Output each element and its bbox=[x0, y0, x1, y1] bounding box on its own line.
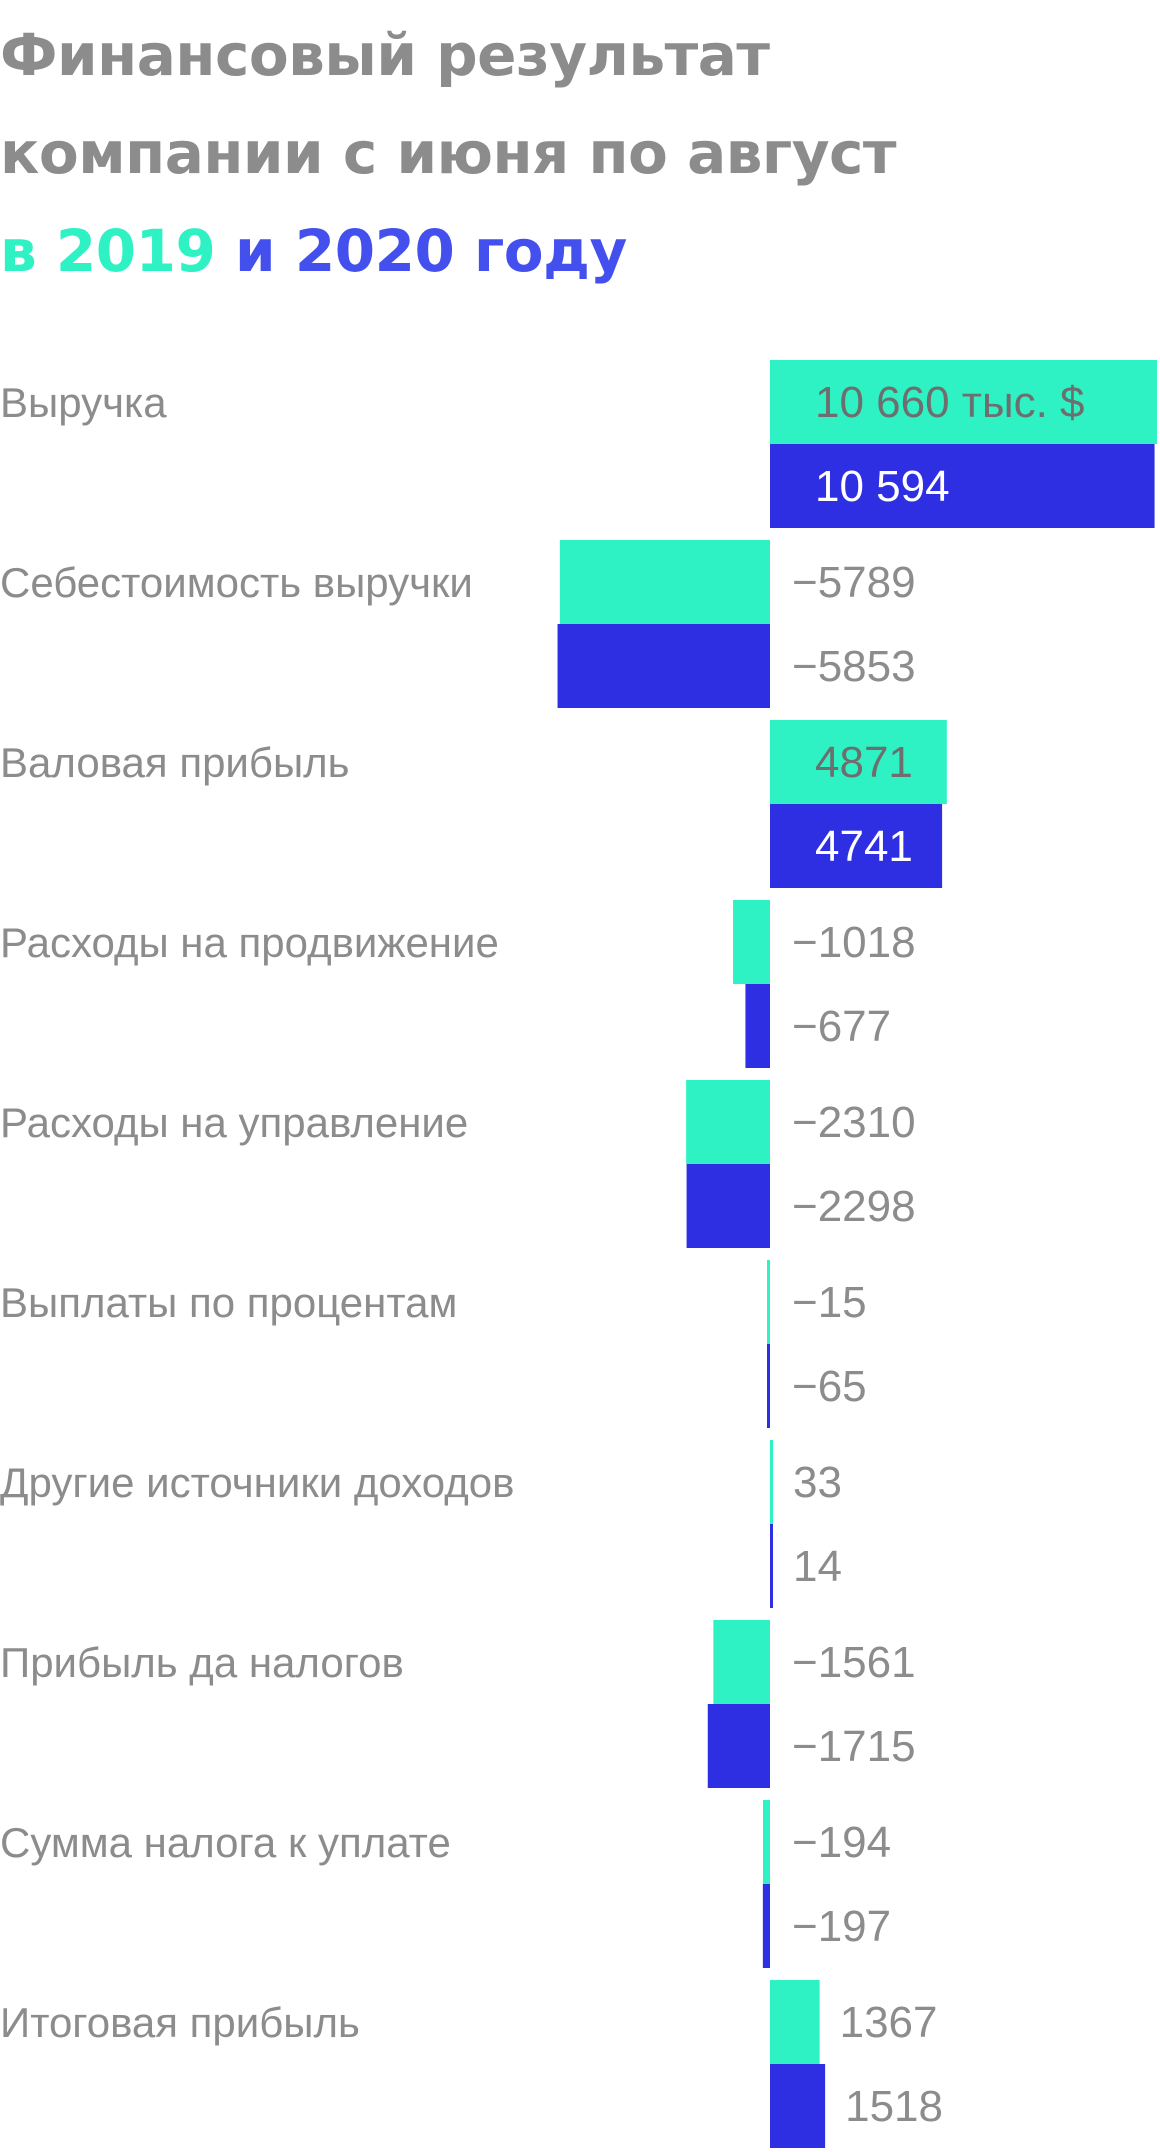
data-label-2020: −65 bbox=[792, 1362, 867, 1411]
bar-2019-7 bbox=[770, 1440, 773, 1524]
data-label-2019: 1367 bbox=[840, 1998, 938, 2047]
title-line-2: компании с июня по август bbox=[0, 119, 897, 187]
category-label: Сумма налога к уплате bbox=[0, 1819, 451, 1866]
data-label-2019: −2310 bbox=[792, 1098, 916, 1147]
bar-2019-10 bbox=[770, 1980, 820, 2064]
data-label-2019: 33 bbox=[793, 1458, 842, 1507]
data-label-2020: −197 bbox=[792, 1902, 891, 1951]
title-year-2020: 2020 году bbox=[294, 217, 627, 285]
bar-2019-3 bbox=[770, 720, 947, 804]
bar-2019-1 bbox=[770, 360, 1157, 444]
category-label: Выплаты по процентам bbox=[0, 1279, 457, 1326]
bar-2019-2 bbox=[559, 540, 770, 624]
data-label-2019: 10 660 тыс. $ bbox=[815, 378, 1085, 427]
title-line-1: Финансовый результат bbox=[0, 21, 770, 89]
bar-2020-2 bbox=[557, 624, 770, 708]
data-label-2020: 10 594 bbox=[815, 462, 950, 511]
data-label-2020: −5853 bbox=[792, 642, 916, 691]
data-label-2019: −15 bbox=[792, 1278, 867, 1327]
bar-2020-10 bbox=[770, 2064, 826, 2148]
data-label-2019: −1018 bbox=[792, 918, 916, 967]
data-label-2020: −1715 bbox=[792, 1722, 916, 1771]
category-label: Прибыль да налогов bbox=[0, 1639, 404, 1686]
title-conjunction: и bbox=[215, 217, 295, 285]
bar-2020-7 bbox=[770, 1524, 773, 1608]
data-label-2020: −677 bbox=[792, 1002, 891, 1051]
data-label-2019: −5789 bbox=[792, 558, 916, 607]
bar-2019-5 bbox=[686, 1080, 770, 1164]
bar-2019-6 bbox=[767, 1260, 770, 1344]
data-label-2019: 4871 bbox=[815, 738, 913, 787]
bar-2020-9 bbox=[762, 1884, 770, 1968]
category-label: Расходы на продвижение bbox=[0, 919, 499, 966]
category-label: Расходы на управление bbox=[0, 1099, 468, 1146]
bar-2020-3 bbox=[770, 804, 943, 888]
data-label-2019: −1561 bbox=[792, 1638, 916, 1687]
bar-2020-4 bbox=[745, 984, 770, 1068]
bar-2020-8 bbox=[707, 1704, 770, 1788]
title-line-3: в 2019 и 2020 году bbox=[0, 202, 1160, 300]
bar-2019-9 bbox=[762, 1800, 770, 1884]
data-label-2020: −2298 bbox=[792, 1182, 916, 1231]
bar-2020-1 bbox=[770, 444, 1155, 528]
bar-2020-5 bbox=[686, 1164, 770, 1248]
chart-title: Финансовый результат компании с июня по … bbox=[0, 6, 1160, 300]
data-label-2019: −194 bbox=[792, 1818, 891, 1867]
data-label-2020: 1518 bbox=[845, 2082, 943, 2131]
bar-2019-8 bbox=[713, 1620, 770, 1704]
category-label: Выручка bbox=[0, 379, 167, 426]
bar-2020-6 bbox=[767, 1344, 770, 1428]
bar-2019-4 bbox=[733, 900, 770, 984]
category-label: Итоговая прибыль bbox=[0, 1999, 360, 2046]
category-label: Другие источники доходов bbox=[0, 1459, 514, 1506]
title-prefix: в bbox=[0, 217, 56, 285]
category-label: Себестоимость выручки bbox=[0, 559, 473, 606]
title-year-2019: 2019 bbox=[55, 217, 216, 285]
data-label-2020: 14 bbox=[793, 1542, 842, 1591]
category-label: Валовая прибыль bbox=[0, 739, 350, 786]
data-label-2020: 4741 bbox=[815, 822, 913, 871]
